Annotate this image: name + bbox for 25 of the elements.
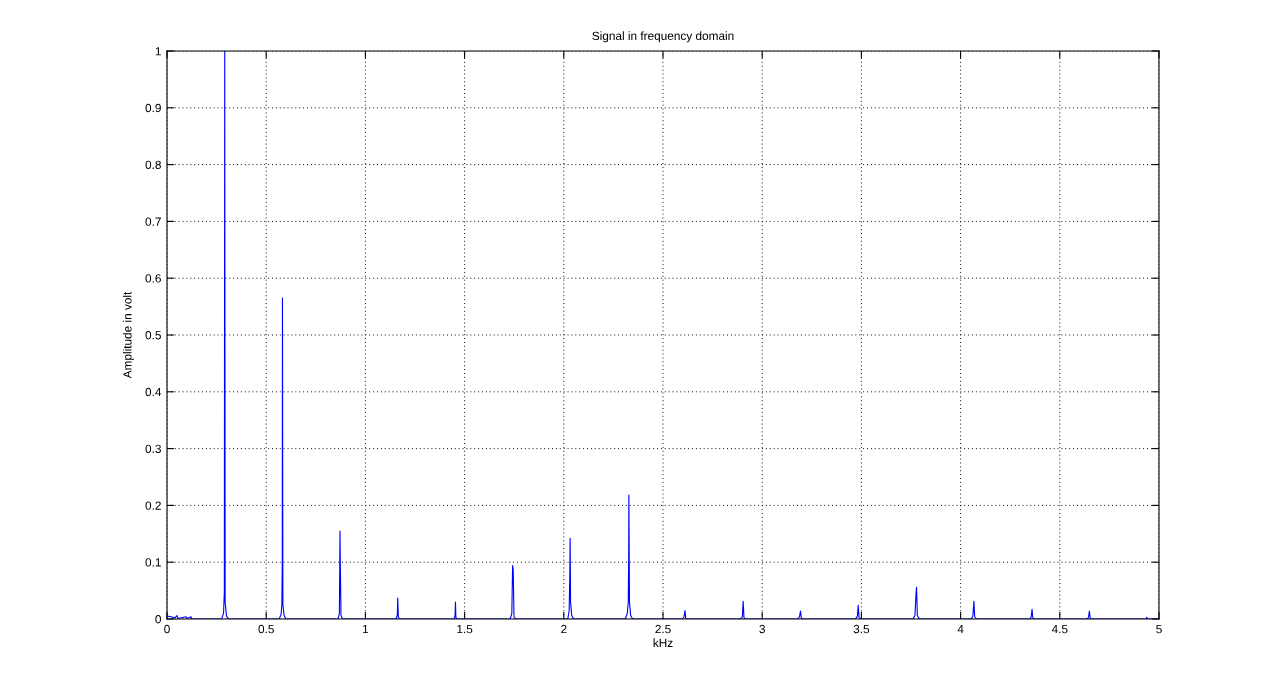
x-tick-label: 4 [957,624,964,634]
y-tick-label: 0.7 [145,217,161,226]
y-tick-label: 0.3 [145,444,161,453]
x-tick-label: 3.5 [853,624,870,634]
y-tick-label: 0 [155,615,161,624]
x-tick-label: 0.5 [258,624,274,634]
x-tick-label: 4.5 [1051,624,1068,634]
x-tick-label: 0 [164,624,170,634]
x-tick-label: 2.5 [655,624,671,634]
chart-title: Signal in frequency domain [592,31,734,43]
x-tick-label: 5 [1156,624,1162,634]
y-tick-label: 0.6 [145,274,161,283]
y-tick-label: 0.4 [145,387,162,397]
y-tick-label: 0.5 [145,331,161,340]
x-tick-label: 3 [759,624,765,634]
y-tick-label: 0.1 [145,558,161,567]
x-tick-label: 1 [363,624,369,634]
x-tick-label: 1.5 [457,624,473,634]
x-tick-label: 2 [561,624,567,634]
y-tick-label: 1 [155,47,161,56]
y-tick-label: 0.9 [145,103,161,113]
x-axis-title: kHz [653,638,673,647]
y-axis-title: Amplitude in volt [122,291,134,379]
y-tick-label: 0.8 [145,160,161,169]
y-tick-label: 0.2 [145,501,161,510]
